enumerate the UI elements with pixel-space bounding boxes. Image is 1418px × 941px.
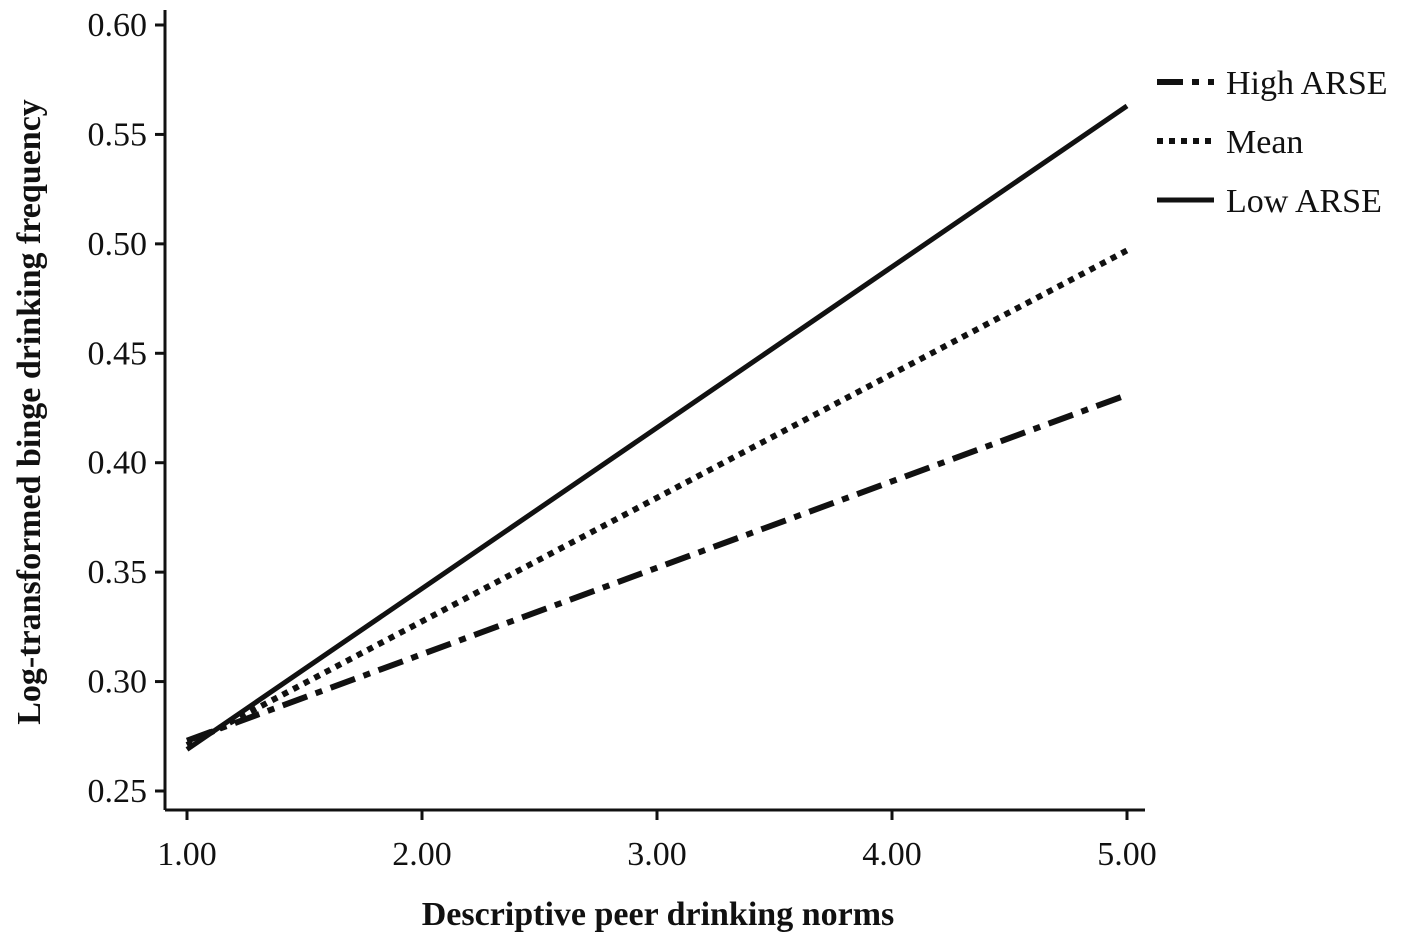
y-tick-label: 0.40 [88, 445, 148, 482]
legend-label: Low ARSE [1226, 183, 1382, 220]
x-tick-label: 3.00 [627, 836, 687, 873]
legend-label: Mean [1226, 124, 1303, 161]
y-tick-label: 0.45 [88, 335, 148, 372]
y-axis-ticks: 0.25 0.30 0.35 0.40 0.45 0.50 0.55 0.60 [88, 7, 165, 810]
y-tick-label: 0.55 [88, 116, 148, 153]
legend-label: High ARSE [1226, 65, 1388, 102]
series-line-low-arse [185, 103, 1129, 752]
series-lines [185, 103, 1129, 752]
series-line-mean [185, 247, 1129, 748]
y-axis-label: Log-transformed binge drinking frequency [11, 99, 48, 725]
x-tick-label: 4.00 [862, 836, 922, 873]
chart-legend: High ARSE Mean Low ARSE [1157, 65, 1388, 220]
series-line-high-arse [185, 392, 1129, 744]
y-tick-label: 0.30 [88, 664, 148, 701]
y-tick-label: 0.50 [88, 226, 148, 263]
y-tick-label: 0.35 [88, 554, 148, 591]
x-tick-label: 5.00 [1097, 836, 1157, 873]
chart-axes [163, 10, 1145, 812]
x-axis-label: Descriptive peer drinking norms [422, 896, 895, 933]
y-tick-label: 0.25 [88, 773, 148, 810]
y-tick-label: 0.60 [88, 7, 148, 44]
x-tick-label: 1.00 [157, 836, 217, 873]
x-tick-label: 2.00 [392, 836, 452, 873]
x-axis-ticks: 1.00 2.00 3.00 4.00 5.00 [157, 810, 1157, 873]
